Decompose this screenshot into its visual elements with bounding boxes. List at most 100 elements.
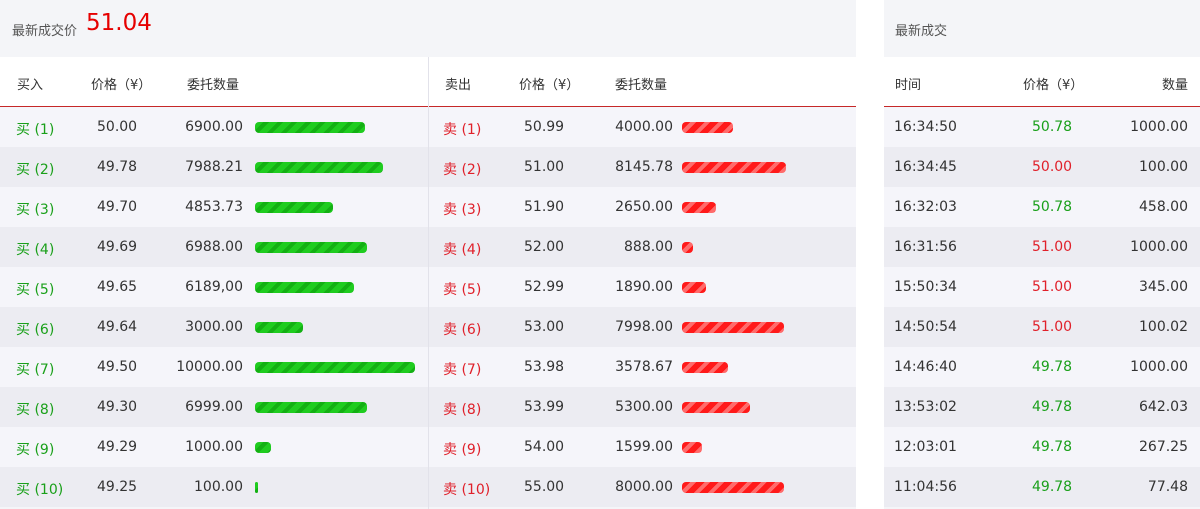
ask-price: 50.99 xyxy=(524,119,565,135)
bid-amount: 3000.00 xyxy=(185,319,243,335)
bid-level-label: 买 (1) xyxy=(16,122,55,138)
bid-depth-bar xyxy=(255,402,367,413)
ask-amount: 5300.00 xyxy=(615,399,673,415)
buy-price-header: 价格（¥） xyxy=(91,78,152,93)
trade-row: 11:04:56 49.78 77.48 xyxy=(884,467,1200,507)
trade-time: 11:04:56 xyxy=(894,479,957,495)
ask-amount: 3578.67 xyxy=(615,359,673,375)
trade-price: 51.00 xyxy=(1032,279,1073,295)
ask-depth-bar xyxy=(682,442,702,453)
bid-amount: 6999.00 xyxy=(185,399,243,415)
ask-depth-bar xyxy=(682,402,750,413)
bid-level-label: 买 (9) xyxy=(16,442,55,458)
ask-level-label: 卖 (8) xyxy=(443,402,482,418)
ask-depth-bar xyxy=(682,482,784,493)
trade-price: 50.00 xyxy=(1032,159,1073,175)
trade-qty: 77.48 xyxy=(1147,479,1188,495)
trade-price: 50.78 xyxy=(1032,199,1073,215)
ask-depth-bar xyxy=(682,242,693,253)
trade-row: 12:03:01 49.78 267.25 xyxy=(884,427,1200,467)
ask-price: 54.00 xyxy=(524,439,565,455)
recent-trades-panel: 最新成交 时间 价格（¥） 数量 16:34:50 50.78 1000.00 16:… xyxy=(884,0,1200,509)
bid-depth-bar xyxy=(255,442,271,453)
trade-row: 14:46:40 49.78 1000.00 xyxy=(884,347,1200,387)
ask-price: 52.00 xyxy=(524,239,565,255)
trade-qty: 267.25 xyxy=(1139,439,1188,455)
ask-amount: 7998.00 xyxy=(615,319,673,335)
ask-level-label: 卖 (10) xyxy=(443,482,491,498)
recent-trades-title: 最新成交 xyxy=(895,24,948,39)
ask-price: 51.90 xyxy=(524,199,565,215)
trade-time: 12:03:01 xyxy=(894,439,957,455)
trade-time: 14:46:40 xyxy=(894,359,957,375)
bid-price: 49.69 xyxy=(97,239,138,255)
bid-price: 49.29 xyxy=(97,439,138,455)
bid-amount: 6900.00 xyxy=(185,119,243,135)
trade-time: 16:31:56 xyxy=(894,239,957,255)
ask-price: 52.99 xyxy=(524,279,565,295)
trade-price: 51.00 xyxy=(1032,239,1073,255)
ask-depth-bar xyxy=(682,202,716,213)
bid-price: 50.00 xyxy=(97,119,138,135)
trade-price: 50.78 xyxy=(1032,119,1073,135)
bid-price: 49.78 xyxy=(97,159,138,175)
bid-level-label: 买 (4) xyxy=(16,242,55,258)
recent-trades-rows: 16:34:50 50.78 1000.00 16:34:45 50.00 100.00 1… xyxy=(884,107,1200,507)
sell-amount-header: 委托数量 xyxy=(615,78,668,93)
last-price-value: 51.04 xyxy=(86,10,152,36)
bid-amount: 10000.00 xyxy=(176,359,243,375)
ask-level-label: 卖 (9) xyxy=(443,442,482,458)
bid-level-label: 买 (2) xyxy=(16,162,55,178)
ask-depth-bar xyxy=(682,282,706,293)
last-price-bar: 最新成交价 51.04 xyxy=(0,0,856,56)
bid-amount: 100.00 xyxy=(194,479,243,495)
bid-depth-bar xyxy=(255,362,415,373)
bid-price: 49.25 xyxy=(97,479,138,495)
trade-row: 16:34:50 50.78 1000.00 xyxy=(884,107,1200,147)
bid-price: 49.50 xyxy=(97,359,138,375)
trade-row: 13:53:02 49.78 642.03 xyxy=(884,387,1200,427)
bid-depth-bar xyxy=(255,322,303,333)
ask-level-label: 卖 (5) xyxy=(443,282,482,298)
trade-row: 16:34:45 50.00 100.00 xyxy=(884,147,1200,187)
bid-ask-divider xyxy=(428,57,429,509)
trade-row: 16:32:03 50.78 458.00 xyxy=(884,187,1200,227)
trade-qty: 100.02 xyxy=(1139,319,1188,335)
trade-qty: 345.00 xyxy=(1139,279,1188,295)
ask-amount: 2650.00 xyxy=(615,199,673,215)
ask-amount: 4000.00 xyxy=(615,119,673,135)
ask-level-label: 卖 (7) xyxy=(443,362,482,378)
trade-qty: 458.00 xyxy=(1139,199,1188,215)
trade-price: 49.78 xyxy=(1032,399,1073,415)
bid-depth-bar xyxy=(255,202,333,213)
bid-price: 49.30 xyxy=(97,399,138,415)
time-header: 时间 xyxy=(895,78,922,93)
recent-trades-header: 时间 价格（¥） 数量 xyxy=(884,57,1200,107)
ask-level-label: 卖 (1) xyxy=(443,122,482,138)
trade-time: 16:32:03 xyxy=(894,199,957,215)
ask-price: 55.00 xyxy=(524,479,565,495)
trade-price: 49.78 xyxy=(1032,479,1073,495)
buy-side-header: 买入 xyxy=(17,78,44,93)
trade-row: 16:31:56 51.00 1000.00 xyxy=(884,227,1200,267)
ask-amount: 8000.00 xyxy=(615,479,673,495)
ask-amount: 1890.00 xyxy=(615,279,673,295)
ask-level-label: 卖 (2) xyxy=(443,162,482,178)
trade-qty: 642.03 xyxy=(1139,399,1188,415)
buy-amount-header: 委托数量 xyxy=(187,78,240,93)
bid-level-label: 买 (3) xyxy=(16,202,55,218)
ask-level-label: 卖 (3) xyxy=(443,202,482,218)
trade-time: 13:53:02 xyxy=(894,399,957,415)
recent-trades-title-bar: 最新成交 xyxy=(884,0,1200,56)
trade-row: 15:50:34 51.00 345.00 xyxy=(884,267,1200,307)
trade-qty: 1000.00 xyxy=(1130,239,1188,255)
trade-time: 16:34:45 xyxy=(894,159,957,175)
order-book-panel: 最新成交价 51.04 买入 价格（¥） 委托数量 卖出 价格（¥） 委托数量 … xyxy=(0,0,856,509)
ask-depth-bar xyxy=(682,122,733,133)
trade-price-header: 价格（¥） xyxy=(1023,78,1084,93)
trade-time: 16:34:50 xyxy=(894,119,957,135)
bid-level-label: 买 (8) xyxy=(16,402,55,418)
bid-depth-bar xyxy=(255,282,354,293)
bid-level-label: 买 (7) xyxy=(16,362,55,378)
trade-time: 15:50:34 xyxy=(894,279,957,295)
